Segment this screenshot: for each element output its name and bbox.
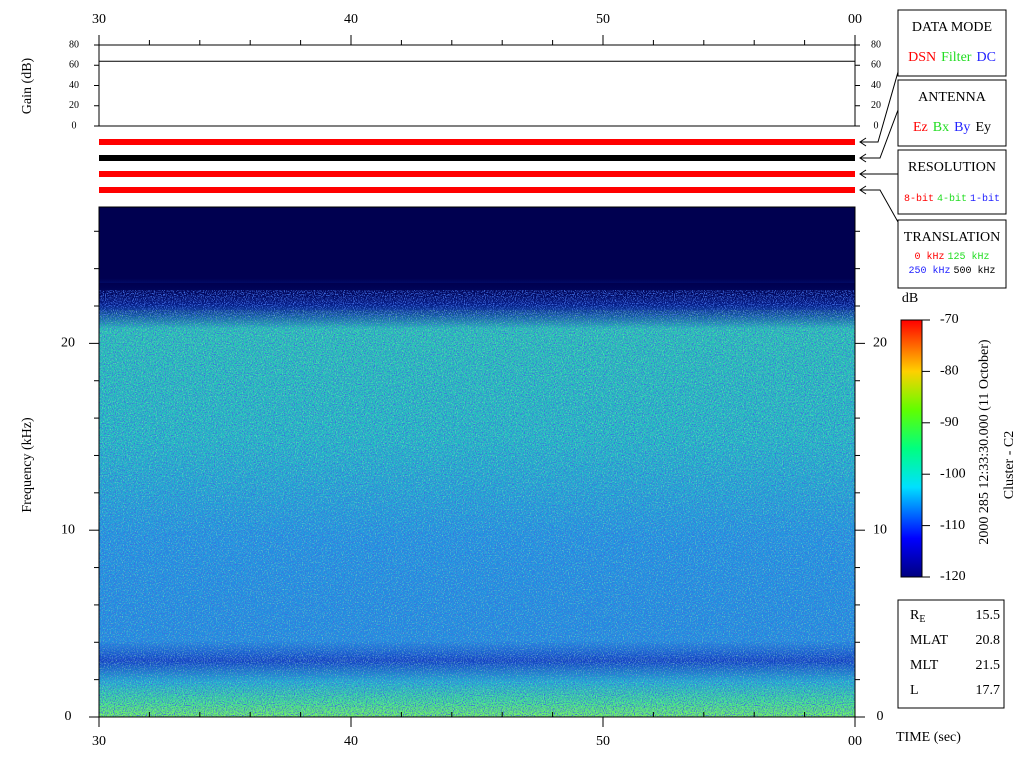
colorbar-tick-label: -100	[940, 466, 966, 481]
x-tick-label: 00	[848, 734, 862, 749]
info-value: 15.5	[976, 608, 1001, 623]
legend-item: By	[954, 120, 970, 135]
legend-box	[897, 149, 1007, 215]
y-tick-label: 0	[877, 709, 884, 724]
info-label-sub: E	[919, 614, 925, 625]
info-label-text: R	[910, 608, 920, 623]
timestamp: 2000 285 12:33:30.000 (11 October)	[977, 339, 992, 545]
y-tick-label: 10	[873, 522, 887, 537]
legend-row: Ez Bx By Ey	[913, 120, 991, 135]
legend-item: 4-bit	[937, 193, 967, 205]
y-tick-label: 80	[69, 39, 79, 50]
y-tick-label: 80	[871, 39, 881, 50]
legend-box	[897, 219, 1007, 289]
legend-item: DC	[976, 50, 995, 65]
y-tick-label: 20	[61, 336, 75, 351]
y-tick-label: 0	[874, 120, 879, 131]
status-bar	[99, 187, 855, 193]
legend-row: 0 kHz 125 kHz	[914, 251, 989, 263]
legend-item: 0 kHz	[914, 251, 944, 263]
info-label-text: MLAT	[910, 633, 949, 648]
x-tick-label: 40	[344, 12, 358, 27]
x-tick-label: 30	[92, 734, 106, 749]
legend-box	[897, 79, 1007, 147]
status-bar	[99, 155, 855, 161]
info-label-text: L	[910, 683, 919, 698]
time-xlabel: TIME (sec)	[896, 730, 961, 745]
legend-item: Bx	[933, 120, 949, 135]
y-tick-label: 0	[65, 709, 72, 724]
y-tick-label: 0	[72, 120, 77, 131]
colorbar-tick-label: -80	[940, 364, 959, 379]
y-tick-label: 20	[69, 100, 79, 111]
x-tick-label: 00	[848, 12, 862, 27]
legend-item: Ez	[913, 120, 928, 135]
legend-row: 8-bit 4-bit 1-bit	[904, 193, 1000, 205]
legend-title: ANTENNA	[918, 90, 987, 105]
status-bar	[99, 171, 855, 177]
legend-item: 125 kHz	[948, 251, 990, 263]
spectrogram-frame	[98, 206, 856, 718]
info-label: RE	[910, 608, 925, 625]
colorbar-tick-label: -120	[940, 569, 966, 584]
legend-title: RESOLUTION	[908, 160, 996, 175]
legend-row: 250 kHz 500 kHz	[908, 265, 995, 277]
legend-row: DSN Filter DC	[908, 50, 996, 65]
legend-item: Ey	[975, 120, 991, 135]
info-label: MLAT	[910, 633, 949, 648]
info-box	[897, 599, 1005, 709]
legend-item: 1-bit	[970, 193, 1000, 205]
y-tick-label: 20	[871, 100, 881, 111]
arrows	[859, 71, 899, 223]
y-tick-label: 40	[871, 80, 881, 91]
colorbar	[900, 319, 923, 578]
legend-item: Filter	[941, 50, 972, 65]
gain-ylabel: Gain (dB)	[20, 57, 35, 114]
colorbar-tick-label: -70	[940, 312, 959, 327]
legend-item: DSN	[908, 50, 936, 65]
legend-item: 250 kHz	[908, 265, 950, 277]
info-label: MLT	[910, 658, 939, 673]
arrow	[860, 189, 899, 223]
x-tick-label: 40	[344, 734, 358, 749]
arrow	[860, 109, 899, 159]
colorbar-label: dB	[902, 291, 918, 306]
legend-item: 500 kHz	[954, 265, 996, 277]
spectrogram-noise	[99, 310, 855, 717]
status-bar	[99, 139, 855, 145]
info-value: 20.8	[976, 633, 1001, 648]
x-tick-label: 50	[596, 12, 610, 27]
x-tick-label: 30	[92, 12, 106, 27]
colorbar-tick-label: -90	[940, 415, 959, 430]
x-tick-label: 50	[596, 734, 610, 749]
info-value: 17.7	[976, 683, 1001, 698]
info-label: L	[910, 683, 919, 698]
y-tick-label: 60	[69, 60, 79, 71]
legend-box	[897, 9, 1007, 77]
y-tick-label: 40	[69, 80, 79, 91]
frequency-ylabel: Frequency (kHz)	[20, 417, 35, 513]
legend-item: 8-bit	[904, 193, 934, 205]
info-value: 21.5	[976, 658, 1001, 673]
y-tick-label: 60	[871, 60, 881, 71]
gain-frame	[98, 44, 856, 127]
legend-title: DATA MODE	[912, 20, 992, 35]
info-label-text: MLT	[910, 658, 939, 673]
y-tick-label: 10	[61, 522, 75, 537]
arrow	[860, 71, 899, 143]
colorbar-tick-label: -110	[940, 518, 965, 533]
y-tick-label: 20	[873, 336, 887, 351]
arrowheads	[859, 137, 867, 195]
legend-title: TRANSLATION	[904, 230, 1000, 245]
spacecraft: Cluster - C2	[1002, 431, 1017, 499]
